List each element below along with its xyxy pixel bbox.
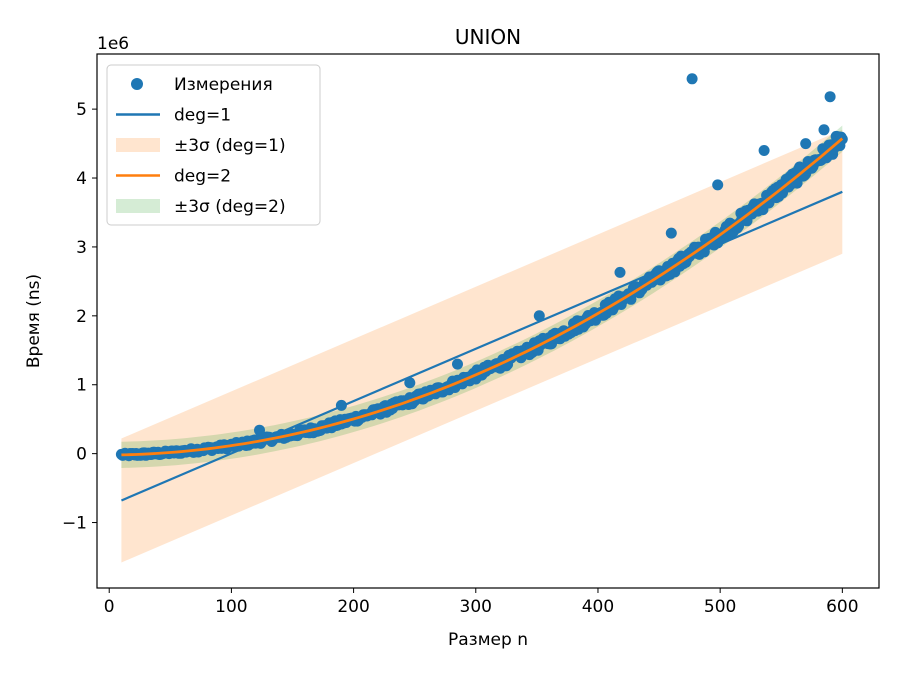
x-tick-label: 200: [337, 597, 369, 617]
y-tick-label: 3: [76, 238, 87, 258]
data-point: [404, 377, 416, 389]
x-tick-label: 400: [582, 597, 614, 617]
data-point: [452, 358, 463, 370]
x-tick-label: 600: [826, 597, 858, 617]
x-tick-label: 100: [215, 597, 247, 617]
y-tick-label: 4: [76, 169, 87, 189]
legend-label: ±3σ (deg=2): [174, 197, 286, 217]
legend-label: deg=2: [174, 167, 231, 187]
data-point: [533, 310, 545, 322]
fit-line-deg1: [121, 190, 843, 502]
data-point: [665, 227, 677, 239]
legend: Измерения deg=1 ±3σ (deg=1) deg=2 ±3σ (deg=2…: [106, 64, 321, 226]
y-tick-label: 5: [76, 100, 87, 120]
x-tick-label: 500: [704, 597, 736, 617]
x-axis-label: Размер n: [448, 630, 528, 650]
x-tick-label: 0: [104, 597, 115, 617]
x-tick-label: 300: [460, 597, 492, 617]
y-tick-label: 0: [76, 445, 87, 465]
chart-title: UNION: [455, 25, 521, 49]
plot-frame: [96, 53, 880, 589]
y-axis-label: Время (ns): [24, 274, 44, 368]
legend-patch: [116, 199, 160, 213]
y-tick-label: 1: [76, 376, 87, 396]
legend-box: [106, 64, 321, 226]
y-tick-label: 2: [76, 307, 87, 327]
data-point: [818, 124, 830, 136]
y-offset-label: 1e6: [97, 34, 129, 54]
data-point: [712, 179, 724, 191]
legend-patch: [116, 138, 160, 152]
data-point: [824, 91, 836, 103]
data-point: [800, 138, 812, 150]
legend-label: deg=1: [174, 106, 231, 126]
data-point: [614, 266, 626, 278]
legend-label: ±3σ (deg=1): [174, 136, 286, 156]
fit-line-deg2: [121, 137, 844, 457]
data-point: [254, 424, 265, 436]
data-point: [686, 73, 698, 85]
legend-marker: [131, 78, 143, 90]
legend-label: Измерения: [174, 75, 273, 95]
y-tick-label: −1: [62, 514, 87, 534]
data-point: [758, 145, 770, 156]
